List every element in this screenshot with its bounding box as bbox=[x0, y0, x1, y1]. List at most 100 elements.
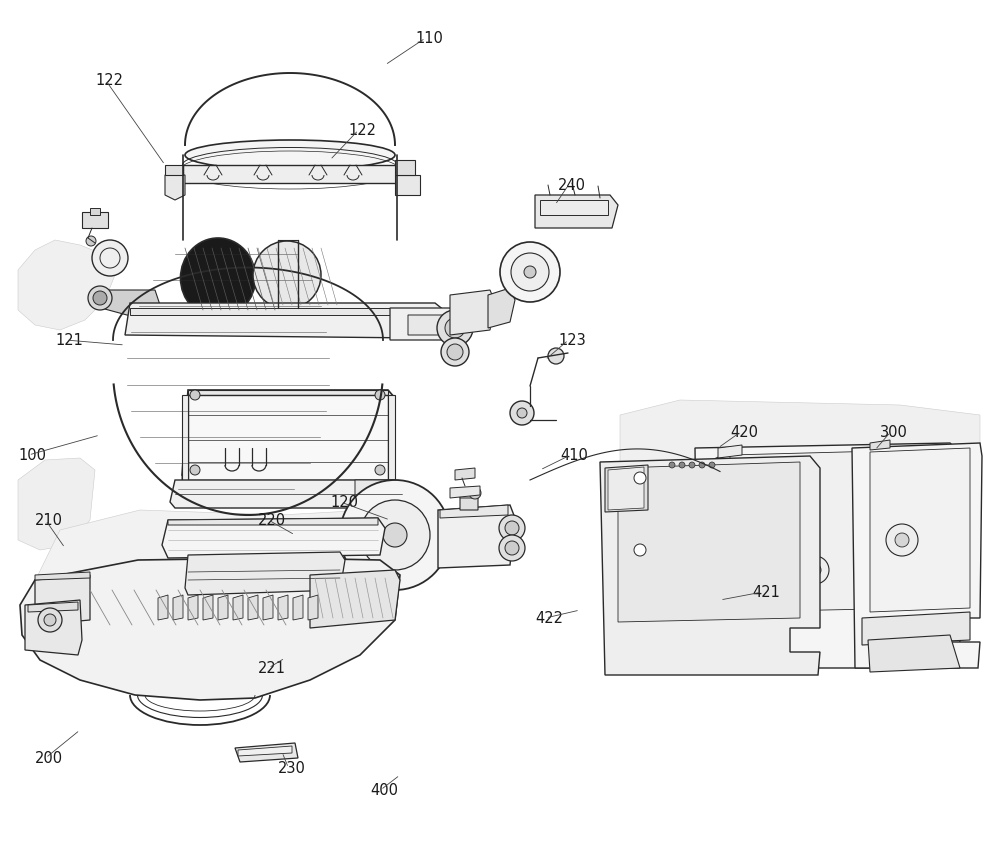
Circle shape bbox=[375, 390, 385, 400]
Polygon shape bbox=[460, 490, 478, 498]
Circle shape bbox=[499, 515, 525, 541]
Text: 300: 300 bbox=[880, 424, 908, 440]
Polygon shape bbox=[852, 443, 982, 668]
Text: 120: 120 bbox=[330, 495, 358, 510]
Polygon shape bbox=[278, 595, 288, 620]
Circle shape bbox=[699, 462, 705, 468]
Polygon shape bbox=[450, 290, 495, 335]
Polygon shape bbox=[28, 602, 78, 612]
Polygon shape bbox=[185, 552, 345, 595]
Text: 122: 122 bbox=[95, 73, 123, 87]
Polygon shape bbox=[308, 595, 318, 620]
Ellipse shape bbox=[185, 140, 395, 170]
Ellipse shape bbox=[180, 238, 256, 318]
Circle shape bbox=[634, 544, 646, 556]
Text: 240: 240 bbox=[558, 178, 586, 192]
Text: 122: 122 bbox=[348, 123, 376, 137]
Polygon shape bbox=[695, 443, 962, 668]
Polygon shape bbox=[125, 303, 450, 338]
Polygon shape bbox=[408, 315, 448, 335]
Polygon shape bbox=[618, 462, 800, 622]
Circle shape bbox=[689, 462, 695, 468]
Circle shape bbox=[499, 535, 525, 561]
Polygon shape bbox=[188, 595, 198, 620]
Ellipse shape bbox=[253, 241, 321, 309]
Circle shape bbox=[92, 240, 128, 276]
Polygon shape bbox=[38, 510, 400, 645]
Circle shape bbox=[44, 614, 56, 626]
Polygon shape bbox=[25, 600, 82, 655]
Polygon shape bbox=[540, 200, 608, 215]
Polygon shape bbox=[18, 240, 115, 330]
Circle shape bbox=[383, 523, 407, 547]
Polygon shape bbox=[82, 212, 108, 228]
Text: 220: 220 bbox=[258, 512, 286, 528]
Text: 422: 422 bbox=[535, 611, 563, 625]
Circle shape bbox=[524, 266, 536, 278]
Text: 400: 400 bbox=[370, 783, 398, 798]
Polygon shape bbox=[188, 390, 388, 395]
Polygon shape bbox=[870, 440, 890, 450]
Polygon shape bbox=[182, 395, 188, 480]
Polygon shape bbox=[862, 612, 970, 645]
Circle shape bbox=[712, 457, 728, 473]
Polygon shape bbox=[182, 475, 395, 484]
Polygon shape bbox=[90, 290, 160, 318]
Text: 200: 200 bbox=[35, 750, 63, 766]
Circle shape bbox=[669, 462, 675, 468]
Polygon shape bbox=[173, 595, 183, 620]
Circle shape bbox=[38, 608, 62, 632]
Polygon shape bbox=[455, 468, 475, 480]
Polygon shape bbox=[165, 165, 183, 175]
Polygon shape bbox=[130, 308, 435, 315]
Circle shape bbox=[445, 318, 465, 338]
Text: 123: 123 bbox=[558, 333, 586, 347]
Polygon shape bbox=[158, 595, 168, 620]
Polygon shape bbox=[535, 195, 618, 228]
Polygon shape bbox=[248, 595, 258, 620]
Circle shape bbox=[801, 556, 829, 584]
Circle shape bbox=[86, 236, 96, 246]
Text: 110: 110 bbox=[415, 30, 443, 46]
Circle shape bbox=[510, 401, 534, 425]
Polygon shape bbox=[870, 448, 970, 612]
Polygon shape bbox=[168, 518, 378, 525]
Polygon shape bbox=[165, 175, 185, 200]
Text: 100: 100 bbox=[18, 447, 46, 462]
Circle shape bbox=[809, 564, 821, 576]
Circle shape bbox=[511, 253, 549, 291]
Circle shape bbox=[437, 310, 473, 346]
Polygon shape bbox=[460, 492, 478, 510]
Polygon shape bbox=[605, 465, 648, 512]
Polygon shape bbox=[310, 570, 400, 628]
Polygon shape bbox=[182, 390, 395, 480]
Polygon shape bbox=[730, 450, 920, 612]
Circle shape bbox=[500, 242, 560, 302]
Polygon shape bbox=[355, 480, 400, 505]
Circle shape bbox=[93, 291, 107, 305]
Text: 121: 121 bbox=[55, 333, 83, 347]
Polygon shape bbox=[238, 746, 292, 756]
Bar bbox=[188, 395, 388, 480]
Polygon shape bbox=[488, 288, 515, 328]
Circle shape bbox=[886, 524, 918, 556]
Polygon shape bbox=[390, 308, 458, 340]
Circle shape bbox=[469, 487, 481, 499]
Polygon shape bbox=[203, 595, 213, 620]
Circle shape bbox=[505, 521, 519, 535]
Circle shape bbox=[679, 462, 685, 468]
Polygon shape bbox=[263, 595, 273, 620]
Polygon shape bbox=[218, 595, 228, 620]
Circle shape bbox=[517, 408, 527, 418]
Polygon shape bbox=[438, 505, 515, 568]
Text: 410: 410 bbox=[560, 447, 588, 462]
Circle shape bbox=[895, 533, 909, 547]
Polygon shape bbox=[440, 505, 508, 518]
Polygon shape bbox=[233, 595, 243, 620]
Polygon shape bbox=[608, 467, 644, 510]
Text: 420: 420 bbox=[730, 424, 758, 440]
Text: 421: 421 bbox=[752, 584, 780, 600]
Circle shape bbox=[709, 462, 715, 468]
Polygon shape bbox=[600, 456, 820, 675]
Polygon shape bbox=[35, 572, 90, 580]
